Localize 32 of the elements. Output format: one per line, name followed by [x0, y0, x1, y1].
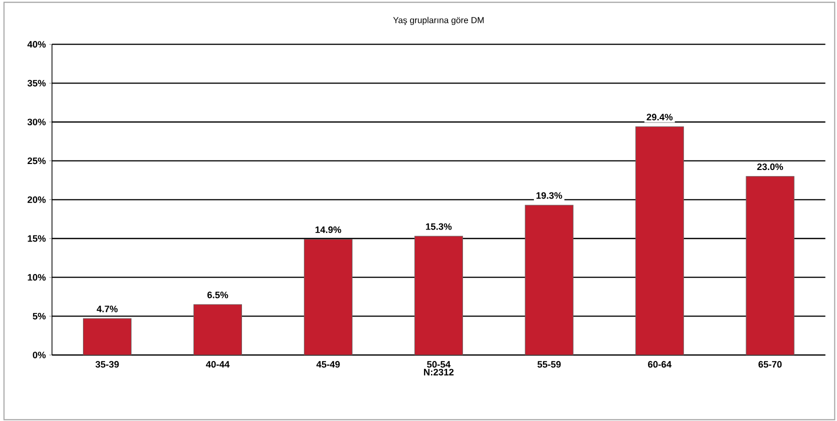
data-label: 29.4%	[646, 114, 673, 120]
x-tick-label: 40-44	[206, 361, 230, 368]
bar	[746, 176, 794, 355]
data-label: 14.9%	[316, 226, 342, 233]
y-tick-label: 10%	[28, 274, 46, 281]
x-axis-title: N:2312	[424, 368, 454, 376]
data-label: 6.5%	[207, 292, 228, 298]
y-tick-label: 20%	[28, 196, 46, 203]
data-label: 4.7%	[96, 306, 118, 312]
x-tick-label: 65-70	[758, 361, 782, 368]
bar	[82, 318, 132, 355]
y-tick-label: 35%	[27, 80, 46, 86]
y-tick-label: 40%	[27, 41, 46, 48]
x-tick-label: 35-39	[96, 361, 119, 368]
x-tick-label: 60-64	[648, 361, 672, 368]
y-tick-label: 5%	[32, 312, 46, 320]
x-tick-label: 50-54	[427, 361, 451, 368]
x-tick-label: 55-59	[538, 361, 561, 368]
x-tick-label: 45-49	[316, 361, 340, 368]
chart-title: Yaş gruplarına göre DM	[393, 16, 484, 25]
y-tick-label: 15%	[28, 235, 46, 242]
y-tick-label: 0%	[32, 352, 46, 358]
bar	[414, 236, 463, 355]
data-label: 15.3%	[426, 223, 452, 230]
data-label: 19.3%	[536, 192, 562, 199]
y-tick-label: 30%	[27, 118, 46, 126]
y-tick-label: 25%	[28, 158, 46, 164]
bar	[193, 304, 242, 355]
bar	[524, 204, 574, 355]
bar	[304, 239, 352, 355]
data-label: 23.0%	[757, 163, 784, 170]
bar	[635, 126, 684, 355]
